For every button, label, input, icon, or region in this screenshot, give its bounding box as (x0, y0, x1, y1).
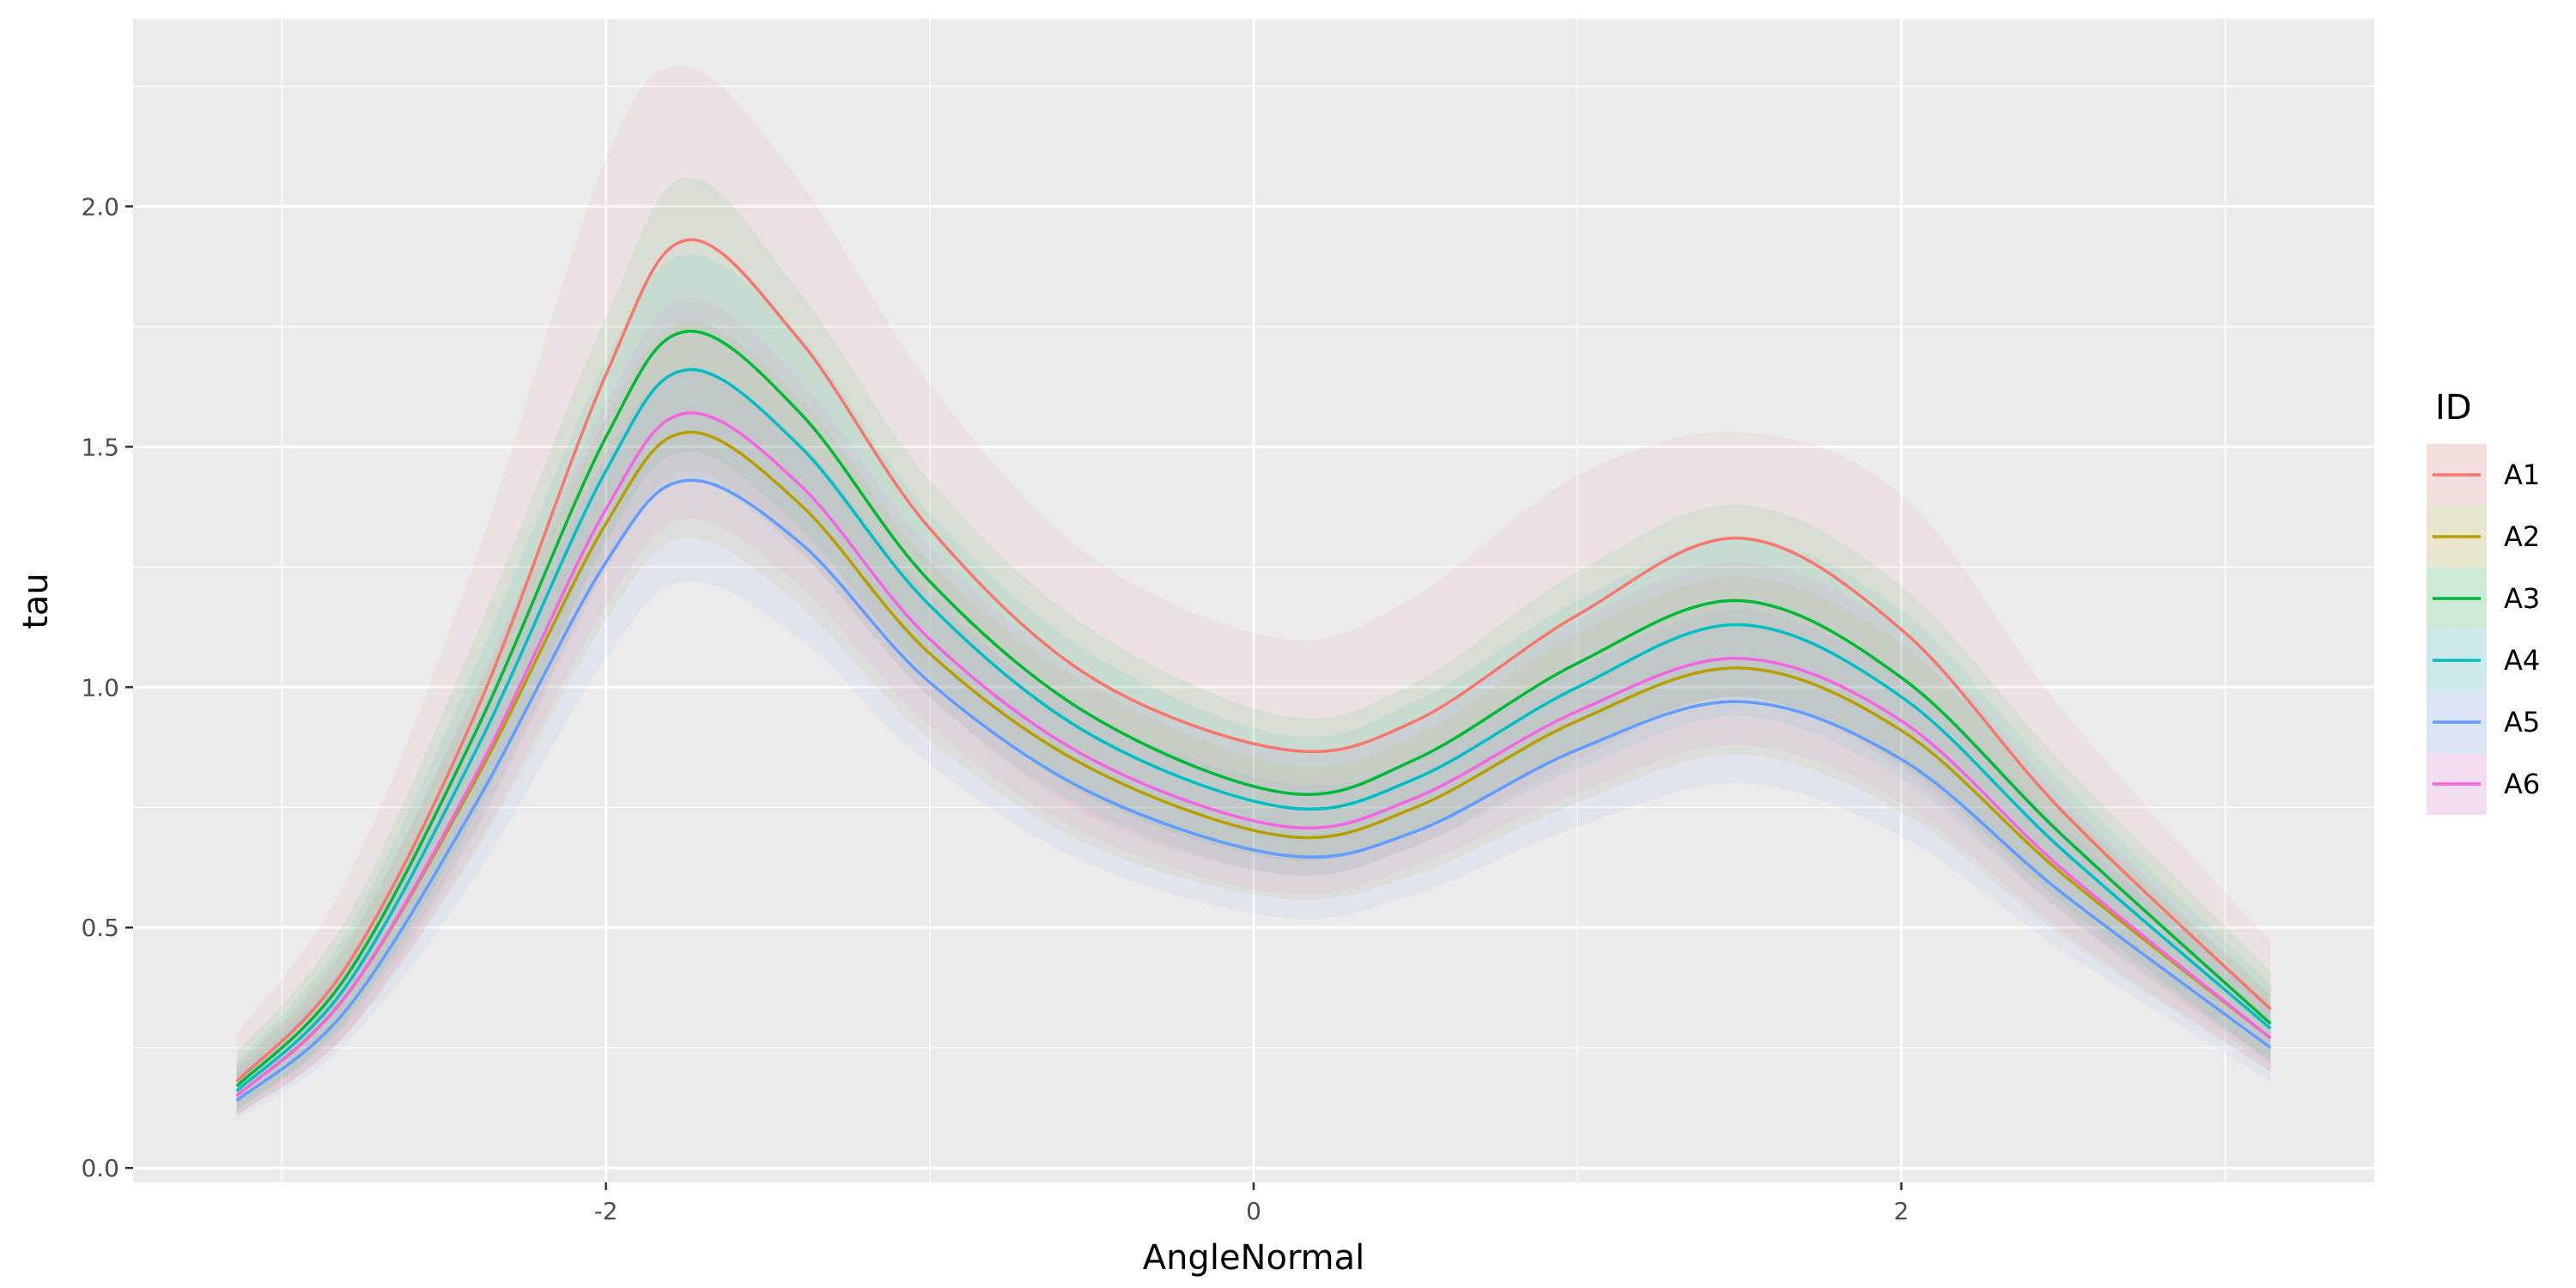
ribbon-A4 (236, 254, 2271, 1110)
y-tick-label: 2.0 (81, 192, 119, 221)
legend-label-A1: A1 (2504, 459, 2540, 491)
legend-title: ID (2435, 388, 2472, 428)
line-A4 (235, 368, 2272, 1092)
ribbon-A2 (236, 321, 2271, 1115)
legend-label-A4: A4 (2504, 644, 2540, 677)
line-A3 (235, 329, 2272, 1088)
x-tick-label: 0 (1246, 1197, 1261, 1225)
legend: ID A1 A2 A3 A4 A5 A6 (2427, 388, 2540, 815)
legend-label-A6: A6 (2504, 768, 2540, 800)
line-A5 (235, 478, 2272, 1103)
series-lines (235, 238, 2272, 1103)
legend-label-A2: A2 (2504, 520, 2540, 553)
x-tick-label: 2 (1893, 1197, 1909, 1225)
y-tick-label: 1.5 (81, 433, 119, 461)
legend-label-A5: A5 (2504, 706, 2540, 738)
x-axis: -2 0 2 (594, 1182, 1909, 1225)
y-tick-label: 1.0 (81, 673, 119, 702)
ribbon-A1 (236, 66, 2271, 1115)
y-tick-label: 0.0 (81, 1154, 119, 1182)
line-A1 (235, 238, 2272, 1083)
y-tick-label: 0.5 (81, 914, 119, 942)
grid-major (133, 19, 2374, 1182)
ribbon-A3 (236, 177, 2271, 1110)
x-tick-label: -2 (594, 1197, 618, 1225)
line-A2 (235, 430, 2272, 1097)
line-A6 (235, 411, 2272, 1097)
legend-label-A3: A3 (2504, 582, 2540, 615)
y-axis: 0.0 0.5 1.0 1.5 2.0 (81, 192, 133, 1182)
x-axis-title: AngleNormal (1143, 1238, 1365, 1278)
y-axis-title: tau (16, 573, 56, 629)
ribbon-A5 (236, 369, 2271, 1121)
